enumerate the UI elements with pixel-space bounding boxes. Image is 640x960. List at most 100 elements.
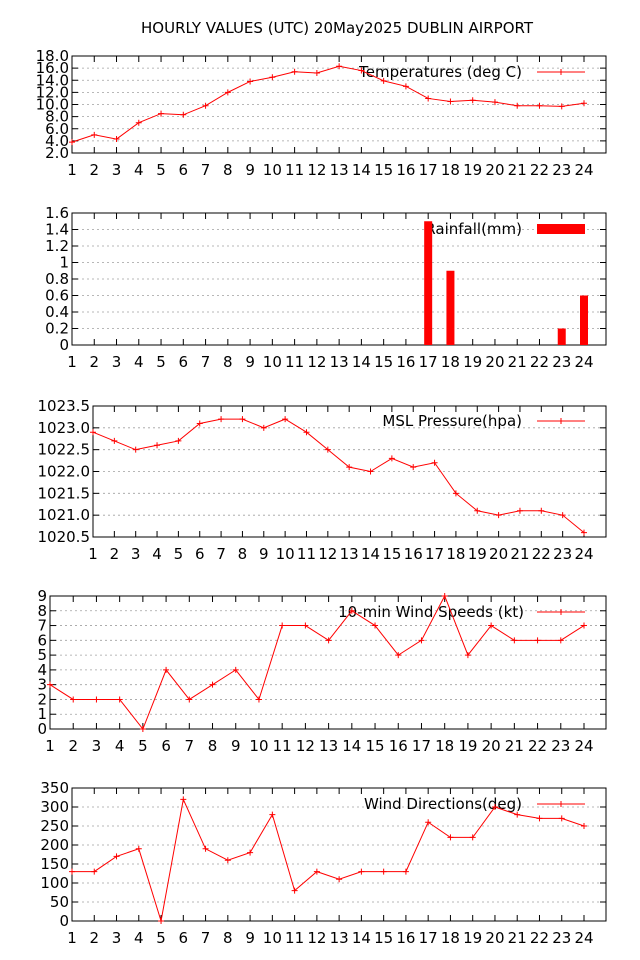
data-point: [163, 666, 170, 673]
legend-swatch: [537, 224, 585, 234]
data-point: [358, 67, 365, 74]
y-tick-label: 1022.5: [38, 441, 91, 459]
data-point: [581, 622, 587, 629]
x-tick-label: 20: [485, 929, 504, 947]
legend-marker: [558, 609, 564, 615]
y-tick-label: 4.0: [45, 132, 69, 150]
y-tick-label: 1023.0: [38, 419, 91, 437]
data-point: [372, 622, 379, 629]
rain-bar: [446, 270, 455, 345]
data-point: [410, 464, 417, 471]
data-point: [336, 876, 343, 883]
y-tick-label: 1: [37, 705, 47, 723]
x-tick-label: 20: [489, 545, 508, 563]
x-tick-label: 19: [468, 545, 487, 563]
data-point: [269, 811, 276, 818]
y-tick-label: 1.4: [45, 221, 69, 239]
x-tick-label: 15: [374, 161, 393, 179]
x-tick-label: 15: [382, 545, 401, 563]
data-point: [139, 726, 146, 732]
data-point: [224, 89, 231, 96]
data-point: [247, 849, 254, 856]
plot-frame: [92, 405, 607, 538]
panel-rainfall: 00.20.40.60.811.21.41.61 2 3 4 5 6 7 8 9 10 11 12 13…: [45, 204, 607, 371]
x-tick-label: 18: [435, 737, 454, 755]
data-point: [154, 442, 161, 449]
data-point: [558, 815, 565, 822]
x-tick-label: 14: [352, 929, 371, 947]
data-point: [558, 103, 565, 110]
data-point: [324, 446, 331, 453]
data-point: [514, 811, 521, 818]
y-tick-label: 0.8: [45, 270, 69, 288]
data-point: [70, 696, 77, 703]
x-tick-label: 3: [92, 737, 102, 755]
y-tick-label: 1021.5: [38, 484, 91, 502]
data-point: [402, 868, 409, 875]
data-point: [180, 796, 187, 803]
y-tick-label: 1.2: [45, 237, 69, 255]
data-point: [325, 637, 332, 644]
x-tick-label: 20: [485, 161, 504, 179]
x-tick-label: 9: [259, 545, 269, 563]
x-tick-label: 22: [530, 353, 549, 371]
x-tick-label: 5: [156, 929, 166, 947]
y-tick-label: 250: [40, 817, 69, 835]
legend-label: Temperatures (deg C): [358, 63, 522, 81]
x-tick-label: 24: [574, 545, 593, 563]
rain-bar: [557, 328, 566, 345]
data-point: [336, 63, 343, 70]
x-tick-label: 4: [134, 929, 144, 947]
data-point: [491, 99, 498, 106]
data-point: [474, 507, 481, 514]
data-point: [418, 637, 425, 644]
x-tick-label: 21: [508, 161, 527, 179]
x-tick-label: 20: [485, 353, 504, 371]
x-tick-label: 13: [330, 353, 349, 371]
x-tick-label: 2: [89, 929, 99, 947]
legend-label: 10-min Wind Speeds (kt): [338, 603, 524, 621]
data-point: [536, 102, 543, 109]
y-tick-label: 16.0: [36, 59, 69, 77]
y-tick-label: 9: [37, 587, 47, 605]
y-tick-label: 350: [40, 779, 69, 797]
x-tick-label: 10: [263, 929, 282, 947]
data-point: [534, 637, 541, 644]
x-tick-label: 24: [574, 929, 593, 947]
x-tick-label: 9: [245, 161, 255, 179]
data-point: [218, 416, 225, 423]
plot-frame: [71, 55, 607, 154]
x-tick-label: 17: [425, 545, 444, 563]
x-tick-label: 13: [319, 737, 338, 755]
legend-marker: [558, 801, 564, 807]
series-line: [71, 65, 585, 143]
x-tick-label: 4: [152, 545, 162, 563]
y-tick-label: 1.6: [45, 204, 69, 222]
x-tick-label: 20: [482, 737, 501, 755]
x-tick-label: 6: [179, 353, 189, 371]
x-tick-label: 21: [505, 737, 524, 755]
legend-label: Rainfall(mm): [425, 220, 522, 238]
x-tick-label: 1: [67, 161, 77, 179]
x-tick-label: 13: [330, 161, 349, 179]
data-point: [224, 857, 231, 864]
data-point: [348, 607, 355, 614]
data-point: [538, 507, 545, 514]
x-tick-label: 2: [89, 353, 99, 371]
y-tick-label: 0.2: [45, 320, 69, 338]
x-tick-label: 2: [89, 161, 99, 179]
x-tick-label: 12: [307, 929, 326, 947]
x-tick-label: 11: [285, 929, 304, 947]
y-tick-label: 1022.0: [38, 463, 91, 481]
y-tick-label: 1023.5: [38, 397, 91, 415]
x-tick-label: 1: [88, 545, 98, 563]
data-point: [380, 868, 387, 875]
x-tick-label: 22: [532, 545, 551, 563]
data-point: [358, 868, 365, 875]
data-point: [239, 416, 246, 423]
data-point: [557, 637, 564, 644]
x-tick-label: 5: [138, 737, 148, 755]
data-point: [441, 593, 448, 599]
